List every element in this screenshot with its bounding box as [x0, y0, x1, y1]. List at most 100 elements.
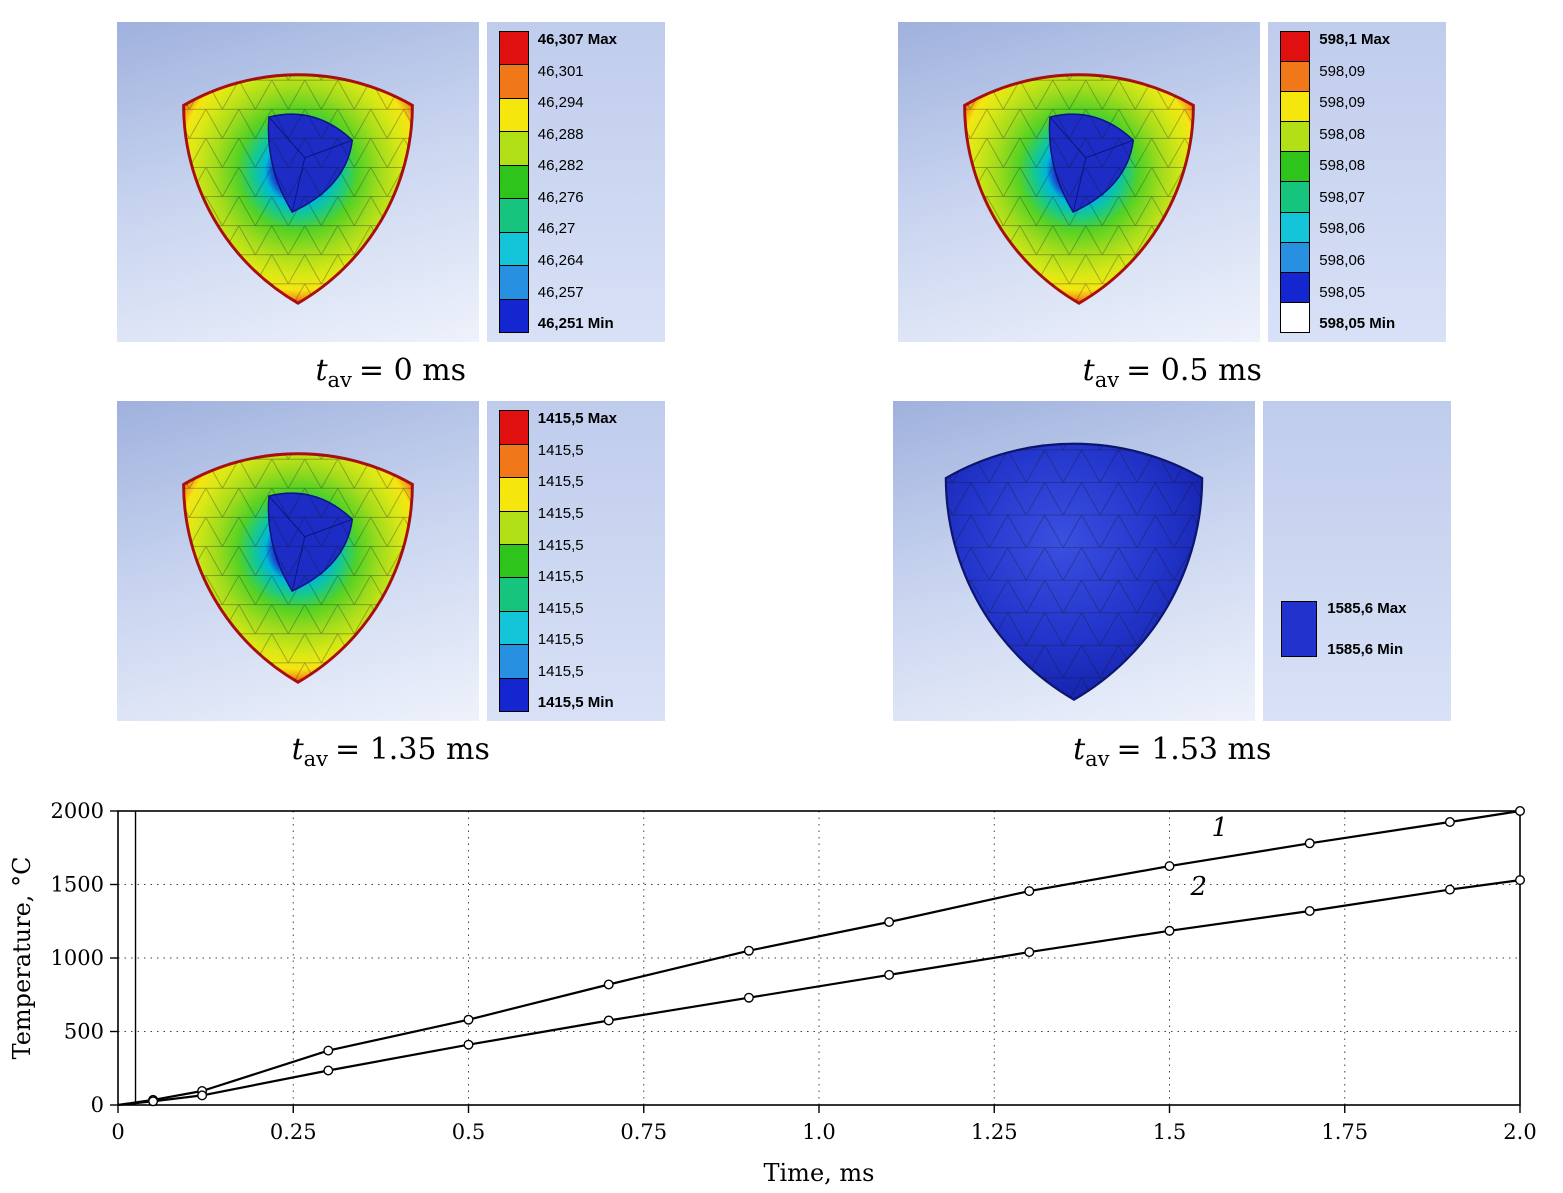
legend-color-band: [1281, 242, 1309, 272]
legend-color-band: [500, 232, 528, 265]
panel-caption: tav= 0 ms: [315, 352, 466, 393]
legend-color-band: [1281, 212, 1309, 242]
meshed-body-cutaway: [117, 401, 479, 721]
legend-max-label: 1585,6 Max: [1327, 600, 1406, 617]
legend-color-band: [1281, 272, 1309, 302]
data-point: [1516, 806, 1525, 815]
legend-colorbar: [499, 31, 529, 333]
legend-label: 598,09: [1319, 95, 1440, 111]
caption-value: = 1.35 ms: [335, 732, 490, 767]
data-point: [1446, 885, 1455, 894]
legend-label: 46,282: [538, 158, 659, 174]
y-tick-label: 500: [64, 1019, 104, 1043]
legend-label: 598,06: [1319, 253, 1440, 269]
legend-color-band: [1281, 181, 1309, 211]
legend-color-band: [500, 32, 528, 64]
meshed-body-cutaway: [898, 22, 1260, 342]
data-point: [1516, 875, 1525, 884]
legend-color-band: [1281, 302, 1309, 332]
legend-color-band: [500, 644, 528, 677]
meshed-body-cutaway: [117, 22, 479, 342]
data-point: [324, 1066, 333, 1075]
meshed-body-uniform: [893, 401, 1255, 721]
x-tick-label: 2.0: [1503, 1120, 1536, 1144]
legend-label: 1415,5: [538, 632, 659, 648]
series-2-label: 2: [1190, 871, 1208, 901]
y-tick-label: 2000: [51, 799, 104, 823]
legend-color-band: [1281, 121, 1309, 151]
legend-label: 598,05: [1319, 285, 1440, 301]
simulation-viewport: [117, 22, 479, 342]
caption-subscript: av: [304, 747, 328, 771]
legend-label: 46,257: [538, 285, 659, 301]
data-point: [1305, 906, 1314, 915]
legend-label: 1415,5: [538, 474, 659, 490]
y-tick-label: 1000: [51, 946, 104, 970]
data-point: [885, 917, 894, 926]
data-point: [1446, 817, 1455, 826]
legend-label: 46,276: [538, 190, 659, 206]
legend-label: 46,264: [538, 253, 659, 269]
legend-color-band: [500, 165, 528, 198]
caption-symbol: t: [1073, 732, 1085, 767]
y-axis-label: Temperature, °C: [8, 856, 36, 1059]
legend-label: 598,05 Min: [1319, 316, 1440, 332]
x-tick-label: 0.5: [452, 1120, 485, 1144]
legend-label: 598,06: [1319, 221, 1440, 237]
panel-caption: tav = 1.35 ms: [292, 731, 490, 772]
data-point: [1165, 926, 1174, 935]
legend-color-band: [500, 64, 528, 97]
caption-value: = 0.5 ms: [1126, 353, 1262, 388]
x-tick-label: 0: [111, 1120, 124, 1144]
legend-label: 46,27: [538, 221, 659, 237]
caption-subscript: av: [1085, 747, 1109, 771]
x-tick-label: 1.5: [1153, 1120, 1186, 1144]
legend-label: 46,307 Max: [538, 32, 659, 48]
caption-symbol: t: [292, 732, 304, 767]
legend-label: 46,301: [538, 64, 659, 80]
legend-color-band: [500, 444, 528, 477]
simulation-viewport: [117, 401, 479, 721]
legend-label: 598,09: [1319, 64, 1440, 80]
panel-caption: tav= 0.5 ms: [1083, 352, 1262, 393]
data-point: [198, 1091, 207, 1100]
legend-color-band: [1281, 91, 1309, 121]
legend-color-band: [500, 544, 528, 577]
legend-color-band: [500, 678, 528, 711]
legend-color-band: [500, 577, 528, 610]
legend-color-band: [500, 611, 528, 644]
legend-colorbar: [499, 410, 529, 712]
legend-color-band: [500, 299, 528, 332]
legend-label: 598,08: [1319, 158, 1440, 174]
simulation-viewport: [893, 401, 1255, 721]
caption-subscript: av: [328, 368, 352, 392]
legend-label: 1415,5: [538, 601, 659, 617]
legend-color-band: [1281, 61, 1309, 91]
caption-value: = 0 ms: [359, 353, 466, 388]
x-tick-label: 0.25: [270, 1120, 317, 1144]
data-point: [149, 1097, 158, 1106]
y-tick-label: 1500: [51, 872, 104, 896]
legend-label: 46,288: [538, 127, 659, 143]
series-1-label: 1: [1212, 812, 1229, 842]
legend-color-band: [1281, 32, 1309, 61]
panel-caption: tav = 1.53 ms: [1073, 731, 1271, 772]
x-axis-label: Time, ms: [764, 1159, 875, 1187]
legend-label: 1415,5 Max: [538, 411, 659, 427]
legend-color-band: [500, 477, 528, 510]
legend-label: 598,1 Max: [1319, 32, 1440, 48]
data-point: [885, 970, 894, 979]
caption-value: = 1.53 ms: [1117, 732, 1272, 767]
